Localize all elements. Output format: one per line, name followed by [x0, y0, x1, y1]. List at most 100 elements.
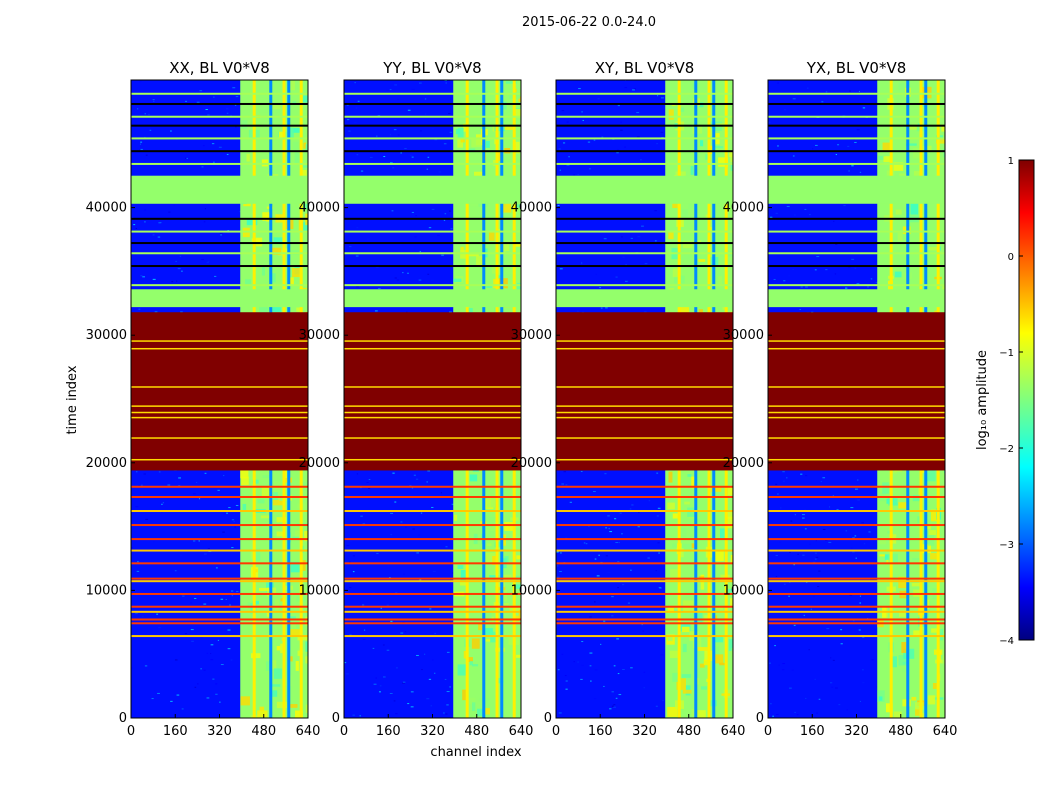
noise-pixel [405, 526, 407, 528]
rfi-time-line [131, 495, 308, 498]
noise-pixel [211, 143, 215, 145]
flag-line [556, 284, 733, 287]
rfi-texture [295, 661, 299, 671]
x-axis-label: channel index [430, 745, 521, 760]
rfi-texture [515, 108, 521, 117]
saturated-line [768, 386, 945, 388]
noise-pixel [786, 205, 790, 207]
noise-pixel [382, 676, 386, 678]
rfi-texture [474, 171, 483, 176]
rfi-texture [727, 510, 733, 519]
rfi-texture [459, 581, 468, 586]
noise-pixel [617, 587, 619, 589]
rfi-texture [495, 647, 505, 652]
noise-pixel [846, 709, 848, 711]
noise-pixel [424, 653, 426, 655]
rfi-texture [894, 271, 902, 278]
rfi-texture [920, 283, 928, 292]
noise-pixel [589, 665, 592, 667]
noise-pixel [776, 255, 780, 257]
saturated-line [768, 458, 945, 461]
saturated-line [131, 340, 308, 342]
noise-pixel [659, 587, 662, 589]
noise-pixel [229, 604, 231, 606]
noise-pixel [400, 521, 403, 523]
rfi-texture [921, 103, 926, 107]
noise-pixel [793, 624, 796, 626]
rfi-texture [672, 543, 678, 548]
noise-pixel [362, 523, 366, 525]
noise-pixel [175, 260, 178, 262]
rfi-time-line [344, 538, 521, 541]
noise-pixel [356, 286, 359, 288]
noise-pixel [138, 308, 141, 310]
y-tick-label: 30000 [511, 328, 552, 343]
noise-pixel [835, 243, 838, 245]
rfi-texture [305, 641, 308, 652]
noise-pixel [637, 526, 640, 528]
noise-pixel [815, 556, 819, 558]
rfi-texture [514, 141, 520, 154]
noise-pixel [790, 520, 793, 522]
noise-pixel [656, 472, 659, 474]
rfi-texture [266, 610, 272, 617]
rfi-texture [687, 507, 696, 517]
rfi-texture [679, 303, 690, 313]
rfi-texture [681, 626, 690, 633]
flag-line [344, 124, 521, 127]
rfi-texture [681, 253, 692, 260]
flag-line [768, 162, 945, 165]
noise-pixel [226, 512, 229, 514]
noise-pixel [625, 80, 627, 82]
noise-pixel [616, 152, 619, 154]
noise-pixel [154, 690, 156, 692]
rfi-texture [241, 476, 249, 486]
rfi-texture [302, 95, 308, 103]
saturated-line [344, 458, 521, 461]
rfi-texture [703, 659, 710, 666]
noise-pixel [201, 259, 205, 261]
noise-pixel [390, 620, 393, 622]
noise-pixel [822, 528, 826, 530]
noise-pixel [825, 539, 828, 541]
noise-pixel [427, 273, 430, 275]
noise-pixel [178, 477, 181, 479]
rfi-texture [242, 503, 247, 511]
noise-pixel [782, 663, 785, 665]
noise-pixel [577, 310, 579, 312]
rfi-time-line [556, 524, 733, 527]
rfi-texture [472, 469, 479, 472]
y-tick-label: 30000 [86, 328, 127, 343]
rfi-texture [513, 204, 521, 208]
noise-pixel [397, 134, 400, 136]
noise-pixel [428, 678, 432, 680]
noise-pixel [175, 480, 177, 482]
rfi-texture [517, 482, 521, 488]
rfi-time-line [131, 577, 308, 580]
noise-pixel [355, 107, 358, 109]
rfi-time-line [556, 485, 733, 488]
noise-pixel [140, 141, 143, 143]
saturated-line [556, 411, 733, 414]
rfi-texture [516, 555, 521, 560]
noise-pixel [411, 487, 414, 489]
noise-pixel [440, 492, 442, 494]
rfi-texture [943, 148, 945, 158]
noise-pixel [168, 211, 171, 213]
noise-pixel [157, 692, 160, 694]
noise-pixel [204, 553, 207, 555]
noise-pixel [815, 540, 817, 542]
noise-pixel [658, 552, 660, 554]
noise-pixel [856, 283, 860, 285]
flag-line [768, 137, 945, 140]
noise-pixel [158, 627, 161, 629]
rfi-time-line [344, 580, 521, 583]
noise-pixel [406, 311, 408, 313]
rfi-texture [693, 612, 703, 624]
rfi-texture [672, 672, 681, 682]
noise-pixel [210, 644, 214, 646]
rfi-texture [697, 240, 702, 244]
noise-pixel [851, 165, 854, 167]
rfi-texture [292, 536, 300, 540]
noise-pixel [622, 256, 625, 258]
